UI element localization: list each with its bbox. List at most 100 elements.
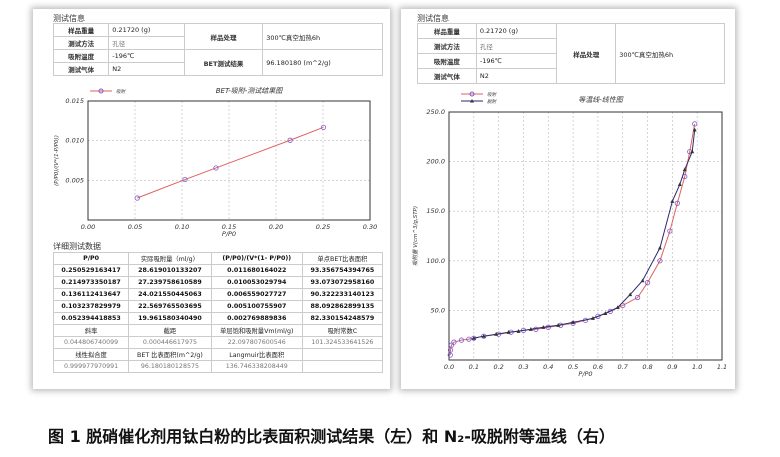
data-point — [516, 329, 521, 333]
chart-title: 等温线-线性图 — [578, 96, 624, 104]
table-cell: 0.000446617975 — [128, 336, 212, 349]
data-point — [607, 308, 613, 314]
data-point — [620, 302, 626, 309]
table-cell — [301, 360, 384, 373]
x-tick-label: 0.2 — [493, 363, 503, 371]
section-title: 测试信息 — [417, 14, 449, 23]
info-table: 样品重量 0.21720 (g) 样品处理 300℃真空加热6h 测试方法 孔径 吸附… — [417, 23, 725, 84]
table-cell: 0.006559027727 — [210, 288, 303, 301]
table-cell: 19.961580340490 — [128, 312, 212, 325]
right-report-panel: 测试信息 样品重量 0.21720 (g) 样品处理 300℃真空加热6h 测试方法… — [401, 9, 735, 389]
x-tick-label: 0.0 — [444, 363, 454, 371]
data-point — [320, 124, 327, 130]
legend-marker — [470, 99, 474, 103]
section-title: 测试信息 — [53, 14, 85, 23]
x-axis-label: P/P0 — [578, 370, 592, 378]
table-cell: 22.569765503695 — [128, 300, 212, 313]
data-point — [590, 316, 595, 320]
table-cell: 线性拟合度 — [52, 348, 130, 361]
table-row: 0.999977970991 96.180180128575 136.7463382… — [52, 360, 384, 373]
table-cell: 0.011680164022 — [210, 264, 303, 277]
x-tick-label: 0.30 — [363, 223, 377, 231]
table-cell: 0.103237829979 — [52, 300, 130, 313]
data-point — [458, 337, 465, 343]
series-line-吸附 — [137, 126, 324, 199]
isotherm-chart: 0.0 0.1 0.2 0.3 0.4 0.5 0.6 0.7 0.8 0.9 1.0 1.1 50.0… — [412, 91, 727, 378]
label: 样品处理 — [183, 23, 264, 50]
data-point — [603, 311, 608, 315]
data-point — [494, 332, 499, 336]
plot-frame — [448, 111, 723, 361]
table-cell: 28.619010133207 — [128, 264, 212, 277]
table-cell: 82.330154248579 — [301, 312, 384, 325]
x-tick-label: 0.3 — [518, 363, 528, 371]
label: 吸附温度 — [52, 49, 110, 63]
table-cell: 实际吸附量（ml/g） — [128, 252, 212, 265]
legend-label: 吸附 — [487, 92, 497, 98]
table-row: 0.044806740099 0.000446617975 22.097807600… — [52, 336, 384, 349]
data-point — [595, 313, 601, 319]
data-point — [571, 320, 576, 324]
label: 样品处理 — [556, 23, 617, 84]
y-tick-label: 0.010 — [65, 137, 84, 145]
table-cell: 0.005100755907 — [210, 300, 303, 313]
table-cell: 吸附常数C — [301, 324, 384, 337]
data-point — [213, 165, 219, 171]
y-tick-label: 250.0 — [426, 108, 445, 116]
table-cell: 斜率 — [52, 324, 130, 337]
data-point — [615, 305, 620, 310]
table-row: P/P0 实际吸附量（ml/g） (P/P0)/(V*(1- P/P0)) 单点BET… — [52, 252, 384, 265]
data-point — [677, 182, 682, 187]
value: -196℃ — [108, 49, 185, 63]
table-row: 0.136112413647 24.021550445063 0.006559027… — [52, 288, 384, 301]
table-row: 0.103237829979 22.569765503695 0.005100755… — [52, 300, 384, 313]
x-tick-label: 0.15 — [222, 223, 236, 231]
detail-table: P/P0 实际吸附量（ml/g） (P/P0)/(V*(1- P/P0)) 单点BET… — [52, 252, 384, 373]
value: -196℃ — [475, 53, 558, 69]
y-tick-label: 100.0 — [426, 257, 445, 265]
data-point — [448, 342, 455, 348]
left-report-panel: 测试信息 样品重量 0.21720 (g) 样品处理 300℃真空加热6h 测试方法… — [33, 9, 390, 389]
table-cell: 96.180180128575 — [128, 360, 212, 373]
table-cell: 0.010053029794 — [210, 276, 303, 289]
data-point — [690, 149, 695, 154]
data-point — [635, 294, 641, 301]
value: 孔径 — [108, 36, 185, 50]
y-tick-label: 150.0 — [426, 207, 445, 215]
x-tick-label: 0.6 — [593, 363, 603, 371]
table-cell: P/P0 — [52, 252, 130, 265]
bet-chart: 0.00 0.05 0.10 0.15 0.20 0.25 0.30 0.005 0.010 0.… — [54, 87, 377, 238]
data-point — [447, 347, 454, 353]
data-point — [644, 280, 651, 286]
value: N2 — [108, 62, 185, 76]
table-cell: 22.097807600546 — [210, 336, 303, 349]
table-cell: (P/P0)/(V*(1- P/P0)) — [210, 252, 303, 265]
data-point — [657, 258, 663, 264]
table-row: 0.052394418853 19.961580340490 0.002769889… — [52, 312, 384, 325]
data-point — [667, 228, 673, 234]
data-point — [674, 200, 680, 206]
x-tick-label: 0.8 — [642, 363, 652, 371]
x-tick-label: 1.1 — [717, 363, 727, 371]
data-point — [134, 195, 140, 201]
table-cell: 0.136112413647 — [52, 288, 130, 301]
x-tick-label: 0.00 — [81, 223, 95, 231]
table-row: 斜率 截距 单层饱和吸附量Vm(ml/g) 吸附常数C — [52, 324, 384, 337]
data-point — [670, 199, 675, 203]
label: 吸附温度 — [417, 53, 477, 69]
table-cell: 93.073072958160 — [301, 276, 384, 289]
label: 测试气体 — [52, 62, 110, 76]
info-table: 样品重量 0.21720 (g) 样品处理 300℃真空加热6h 测试方法 孔径 吸附… — [52, 23, 383, 76]
table-cell: 截距 — [128, 324, 212, 337]
table-row: 0.214973350187 27.239758610589 0.010053029… — [52, 276, 384, 289]
legend-label: 脱附 — [487, 99, 497, 105]
x-tick-label: 0.20 — [269, 223, 283, 231]
data-point — [506, 330, 511, 334]
table-cell: 0.214973350187 — [52, 276, 130, 289]
data-point — [182, 176, 188, 183]
table-row: 线性拟合度 BET 比表面积(m^2/g) Langmuir比表面积 — [52, 348, 384, 361]
data-point — [287, 137, 293, 143]
data-point — [692, 121, 698, 127]
y-tick-label: 200.0 — [426, 158, 445, 166]
data-point — [466, 336, 472, 342]
